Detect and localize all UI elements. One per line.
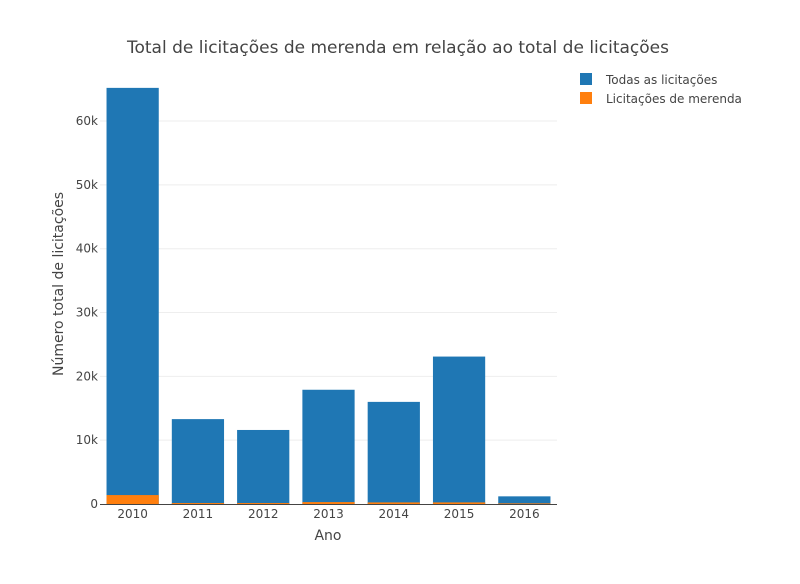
y-tick-label: 10k — [76, 433, 98, 447]
bar-merenda-2013 — [302, 502, 355, 504]
bar-todas-2010 — [106, 87, 159, 504]
x-axis-title: Ano — [314, 528, 341, 544]
bar-merenda-2010 — [106, 495, 159, 504]
x-tick-label: 2015 — [444, 507, 475, 521]
bars — [106, 87, 551, 504]
x-tick-label: 2010 — [117, 507, 148, 521]
y-axis-title: Número total de licitações — [51, 192, 67, 376]
bar-merenda-2014 — [367, 502, 420, 504]
bar-merenda-2016 — [498, 503, 551, 504]
bar-todas-2014 — [367, 401, 420, 504]
bar-todas-2013 — [302, 389, 355, 504]
y-tick-label: 60k — [76, 114, 98, 128]
bar-todas-2015 — [432, 356, 486, 504]
legend-item[interactable]: Todas as licitações — [580, 73, 717, 87]
y-tick-label: 0 — [90, 497, 98, 511]
bar-todas-2016 — [498, 496, 551, 504]
bar-merenda-2015 — [432, 502, 486, 504]
legend-label: Licitações de merenda — [606, 92, 742, 106]
bar-merenda-2012 — [237, 503, 290, 504]
x-tick-label: 2013 — [313, 507, 344, 521]
y-tick-label: 50k — [76, 178, 98, 192]
legend-swatch — [580, 92, 592, 104]
legend-swatch — [580, 73, 592, 85]
bar-todas-2011 — [171, 419, 225, 504]
x-tick-label: 2011 — [183, 507, 214, 521]
bar-merenda-2011 — [171, 503, 225, 504]
bar-todas-2012 — [237, 429, 290, 504]
y-tick-labels: 0 10k 20k 30k 40k 50k 60k — [76, 114, 98, 511]
chart-title: Total de licitações de merenda em relaçã… — [126, 38, 669, 58]
legend-label: Todas as licitações — [605, 73, 717, 87]
x-tick-label: 2016 — [509, 507, 540, 521]
legend-item[interactable]: Licitações de merenda — [580, 92, 742, 106]
x-tick-label: 2014 — [379, 507, 410, 521]
legend: Todas as licitações Licitações de merenda — [580, 73, 742, 106]
y-tick-label: 20k — [76, 369, 98, 383]
y-tick-label: 30k — [76, 306, 98, 320]
x-tick-labels: 2010 2011 2012 2013 2014 2015 2016 — [117, 507, 539, 521]
x-tick-label: 2012 — [248, 507, 279, 521]
y-tick-label: 40k — [76, 242, 98, 256]
